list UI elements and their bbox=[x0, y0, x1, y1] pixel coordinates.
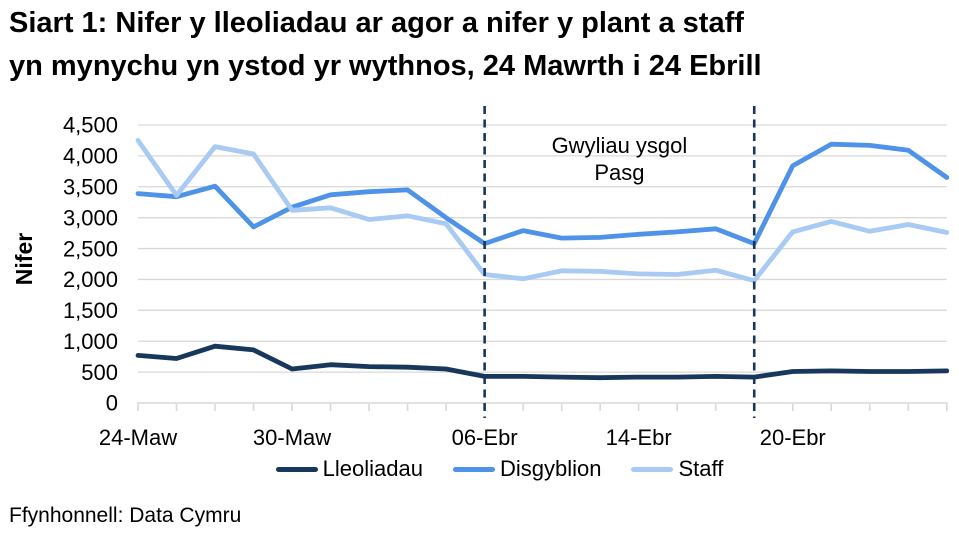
legend-item-disgyblion: Disgyblion bbox=[452, 456, 602, 482]
holiday-vlines bbox=[483, 106, 756, 418]
x-tick-label: 06-Ebr bbox=[452, 425, 518, 450]
y-tick-label: 1,500 bbox=[63, 298, 118, 323]
legend-marker-disgyblion bbox=[452, 466, 495, 472]
x-tick-label: 20-Ebr bbox=[760, 425, 826, 450]
y-axis-tick-labels: 0 500 1,000 1,500 2,000 2,500 3,000 3,500 4,000 4… bbox=[63, 113, 118, 416]
y-tick-label: 1,000 bbox=[63, 329, 118, 354]
legend-label-lleoliadau: Lleoliadau bbox=[322, 456, 423, 481]
legend-marker-lleoliadau bbox=[275, 466, 318, 472]
x-tick-label: 14-Ebr bbox=[606, 425, 672, 450]
legend-item-staff: Staff bbox=[631, 456, 723, 482]
x-axis bbox=[137, 402, 948, 411]
series-line-lleoliadau bbox=[135, 343, 950, 381]
y-tick-label: 500 bbox=[81, 360, 118, 385]
y-tick-label: 2,000 bbox=[63, 267, 118, 292]
x-axis-tick-labels: 24-Maw 30-Maw 06-Ebr 14-Ebr 20-Ebr bbox=[99, 425, 826, 450]
y-tick-label: 4,500 bbox=[63, 113, 118, 138]
line-chart-canvas: 0 500 1,000 1,500 2,000 2,500 3,000 3,500 4,000 4… bbox=[63, 106, 950, 450]
chart-title-line-2: yn mynychu yn ystod yr wythnos, 24 Mawrt… bbox=[9, 50, 762, 82]
y-tick-label: 0 bbox=[106, 391, 118, 416]
x-tick-label: 30-Maw bbox=[253, 425, 331, 450]
legend-item-lleoliadau: Lleoliadau bbox=[275, 456, 423, 482]
y-tick-label: 3,500 bbox=[63, 174, 118, 199]
y-tick-label: 4,000 bbox=[63, 144, 118, 169]
legend-marker-staff bbox=[631, 466, 674, 472]
chart-legend: Lleoliadau Disgyblion Staff bbox=[0, 456, 959, 482]
chart-title-line-1: Siart 1: Nifer y lleoliadau ar agor a ni… bbox=[9, 7, 744, 39]
series-line-disgyblion bbox=[135, 141, 950, 247]
legend-label-staff: Staff bbox=[678, 456, 724, 481]
legend-label-disgyblion: Disgyblion bbox=[499, 456, 602, 481]
y-tick-label: 2,500 bbox=[63, 236, 118, 261]
annotation-line: Pasg bbox=[594, 160, 644, 185]
y-tick-label: 3,000 bbox=[63, 205, 118, 230]
source-note: Ffynhonnell: Data Cymru bbox=[9, 504, 242, 527]
annotation-line: Gwyliau ysgol bbox=[552, 133, 688, 158]
series-line-staff bbox=[135, 138, 950, 284]
chart-title: Siart 1: Nifer y lleoliadau ar agor a ni… bbox=[9, 2, 954, 88]
x-tick-label: 24-Maw bbox=[99, 425, 177, 450]
